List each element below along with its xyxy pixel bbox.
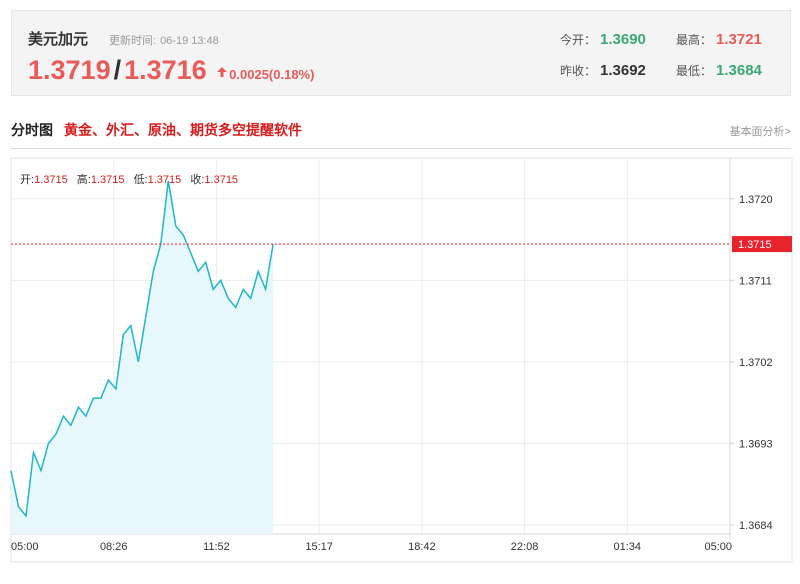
quote-card: 美元加元 更新时间: 06-19 13:48 1.3719/1.3716 0.00… (11, 10, 791, 96)
stat-high: 最高： 1.3721 (676, 31, 762, 48)
bid-price: 1.3719 (28, 55, 111, 85)
price-line (10, 180, 274, 518)
price-area-fill (11, 180, 274, 534)
promo-link[interactable]: 黄金、外汇、原油、期货多空提醒软件 (64, 122, 302, 138)
x-tick-label: 01:34 (614, 541, 642, 553)
y-tick-label: 1.3711 (739, 275, 772, 287)
x-tick-label: 22:08 (511, 541, 539, 553)
stat-prev-close: 昨收： 1.3692 (560, 62, 646, 79)
ask-price: 1.3716 (124, 55, 207, 85)
ohlc-low-label: 低: (133, 174, 148, 186)
y-tick-label: 1.3693 (739, 438, 773, 450)
stat-open: 今开： 1.3690 (560, 31, 646, 48)
update-time-label: 更新时间: (109, 35, 157, 47)
prev-close-value: 1.3692 (600, 62, 646, 79)
open-label: 今开： (560, 33, 597, 47)
ohlc-open-value: 1.3715 (34, 174, 68, 186)
ohlc-high-value: 1.3715 (90, 174, 125, 186)
ohlc-close-label: 收: (190, 174, 205, 186)
open-value: 1.3690 (600, 31, 646, 48)
x-tick-label: 05:00 (704, 541, 732, 553)
low-label: 最低： (676, 64, 713, 78)
update-time-value: 06-19 13:48 (160, 35, 219, 47)
x-tick-label: 05:00 (11, 541, 39, 553)
ohlc-close-value: 1.3715 (204, 174, 239, 186)
high-label: 最高： (676, 33, 713, 47)
current-price-tag (732, 236, 792, 253)
y-tick-label: 1.3720 (739, 194, 773, 206)
chart-frame (10, 157, 793, 563)
x-tick-label: 15:17 (305, 541, 333, 553)
section-header: 分时图 黄金、外汇、原油、期货多空提醒软件 基本面分析> (11, 120, 791, 149)
pair-name: 美元加元 (28, 31, 89, 48)
ohlc-open-label: 开: (20, 174, 35, 186)
ohlc-low-value: 1.3715 (147, 174, 182, 186)
update-time: 更新时间: 06-19 13:48 (109, 32, 223, 48)
stat-low: 最低： 1.3684 (676, 62, 762, 79)
price-change: 0.0025(0.18%) (229, 67, 315, 82)
current-price-tag-label: 1.3715 (738, 239, 772, 251)
section-title: 分时图 (11, 122, 53, 138)
price-separator: / (113, 55, 122, 85)
x-tick-label: 11:52 (203, 541, 230, 553)
prev-close-label: 昨收： (560, 64, 597, 78)
fundamental-analysis-link[interactable]: 基本面分析> (729, 126, 791, 138)
x-tick-label: 18:42 (408, 541, 436, 553)
low-value: 1.3684 (716, 62, 762, 79)
ohlc-readout: 开:1.3715 高:1.3715 低:1.3715 收:1.3715 (20, 171, 238, 187)
up-arrow-icon (217, 67, 228, 77)
y-tick-label: 1.3684 (739, 520, 773, 532)
x-tick-label: 08:26 (100, 541, 128, 553)
y-tick-label: 1.3702 (739, 357, 773, 369)
price-line: 1.3719/1.3716 0.0025(0.18%) (28, 55, 314, 86)
ohlc-high-label: 高: (76, 174, 91, 186)
high-value: 1.3721 (716, 31, 762, 48)
